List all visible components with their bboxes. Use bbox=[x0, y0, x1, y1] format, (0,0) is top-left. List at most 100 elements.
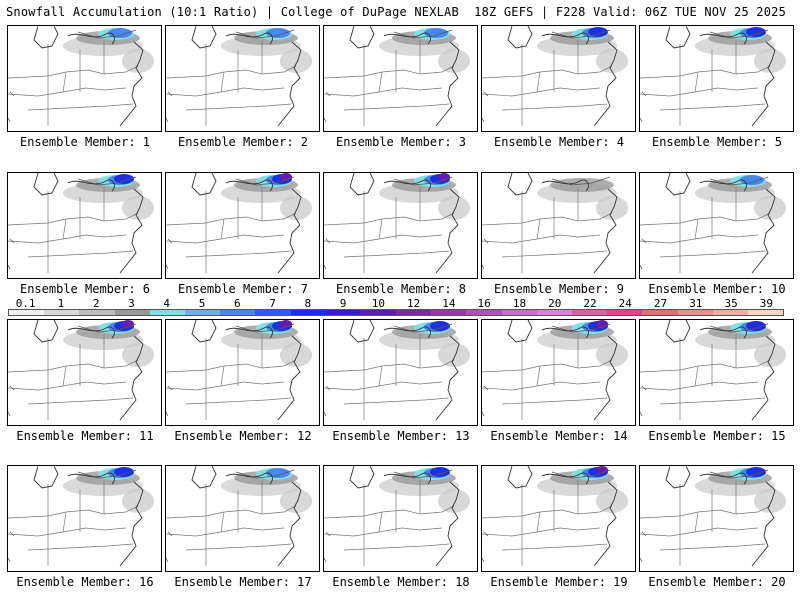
colorbar-tick-label: 8 bbox=[304, 297, 312, 310]
colorbar-tick-label: 4 bbox=[163, 297, 171, 310]
ensemble-member-label: Ensemble Member: 16 bbox=[16, 575, 154, 589]
ensemble-member-label: Ensemble Member: 13 bbox=[332, 429, 470, 443]
ensemble-panel bbox=[323, 172, 478, 279]
colorbar-swatch bbox=[642, 310, 678, 315]
colorbar-swatch bbox=[149, 310, 185, 315]
snowfall-map bbox=[482, 173, 628, 274]
ensemble-panel bbox=[165, 319, 320, 426]
colorbar-tick-label: 27 bbox=[653, 297, 668, 310]
colorbar-swatch bbox=[431, 310, 467, 315]
colorbar-swatch bbox=[290, 310, 326, 315]
snowfall-map bbox=[640, 26, 786, 127]
ensemble-member-label: Ensemble Member: 18 bbox=[332, 575, 470, 589]
ensemble-member-label: Ensemble Member: 11 bbox=[16, 429, 154, 443]
ensemble-member-label: Ensemble Member: 14 bbox=[490, 429, 628, 443]
colorbar-swatch bbox=[607, 310, 643, 315]
colorbar-tick-label: 5 bbox=[198, 297, 206, 310]
snowfall-colorbar bbox=[8, 309, 784, 316]
ensemble-panel bbox=[7, 172, 162, 279]
ensemble-panel bbox=[481, 465, 636, 572]
snowfall-map bbox=[8, 320, 154, 421]
snowfall-map bbox=[640, 320, 786, 421]
ensemble-member-label: Ensemble Member: 10 bbox=[648, 282, 786, 296]
colorbar-swatch bbox=[501, 310, 537, 315]
ensemble-panel bbox=[165, 172, 320, 279]
snowfall-map bbox=[166, 26, 312, 127]
colorbar-swatch bbox=[360, 310, 397, 315]
snowfall-map bbox=[166, 466, 312, 567]
colorbar-swatch bbox=[79, 310, 115, 315]
snowfall-map bbox=[482, 466, 628, 567]
ensemble-panel bbox=[481, 25, 636, 132]
snowfall-map bbox=[166, 320, 312, 421]
colorbar-swatch bbox=[747, 310, 784, 315]
colorbar-tick-label: 2 bbox=[92, 297, 100, 310]
colorbar-swatch bbox=[9, 310, 45, 315]
run-valid-time: 18Z GEFS | F228 Valid: 06Z TUE NOV 25 20… bbox=[474, 5, 786, 19]
ensemble-panel bbox=[639, 465, 794, 572]
ensemble-member-label: Ensemble Member: 5 bbox=[651, 135, 783, 149]
snowfall-map bbox=[8, 26, 154, 127]
ensemble-member-label: Ensemble Member: 8 bbox=[335, 282, 467, 296]
ensemble-panel bbox=[639, 319, 794, 426]
ensemble-member-label: Ensemble Member: 4 bbox=[493, 135, 625, 149]
ensemble-panel bbox=[7, 465, 162, 572]
colorbar-tick-label: 14 bbox=[442, 297, 456, 310]
colorbar-swatch bbox=[677, 310, 713, 315]
ensemble-panel bbox=[165, 25, 320, 132]
colorbar-ticks: 0.1 1 2 3 4 5 6 7 8 9 10 12 14 16 18 20 22 24 27 31 35 39 bbox=[8, 297, 784, 310]
colorbar-tick-label: 18 bbox=[512, 297, 527, 310]
ensemble-member-label: Ensemble Member: 6 bbox=[19, 282, 151, 296]
snowfall-map bbox=[324, 320, 470, 421]
map-title: Snowfall Accumulation (10:1 Ratio) | Col… bbox=[6, 5, 459, 19]
ensemble-panel bbox=[7, 319, 162, 426]
ensemble-member-label: Ensemble Member: 15 bbox=[648, 429, 786, 443]
colorbar-tick-label: 20 bbox=[548, 297, 562, 310]
colorbar-tick-label: 1 bbox=[57, 297, 65, 310]
ensemble-panel bbox=[639, 172, 794, 279]
colorbar-tick-label: 7 bbox=[269, 297, 276, 310]
ensemble-member-label: Ensemble Member: 20 bbox=[648, 575, 786, 589]
colorbar-tick-label: 12 bbox=[407, 297, 421, 310]
colorbar-tick-label: 24 bbox=[618, 297, 632, 310]
colorbar-tick-label: 0.1 bbox=[15, 297, 36, 310]
colorbar-swatch bbox=[184, 310, 221, 315]
snowfall-map bbox=[324, 26, 470, 127]
ensemble-panel bbox=[323, 319, 478, 426]
snowfall-map bbox=[640, 173, 786, 274]
colorbar-swatch bbox=[220, 310, 256, 315]
snowfall-map bbox=[640, 466, 786, 567]
snowfall-map bbox=[482, 26, 628, 127]
colorbar-tick-label: 35 bbox=[724, 297, 738, 310]
ensemble-member-label: Ensemble Member: 7 bbox=[177, 282, 309, 296]
ensemble-member-label: Ensemble Member: 19 bbox=[490, 575, 628, 589]
ensemble-member-label: Ensemble Member: 2 bbox=[177, 135, 309, 149]
colorbar-tick-label: 3 bbox=[128, 297, 135, 310]
colorbar-tick-label: 22 bbox=[583, 297, 597, 310]
colorbar-swatch bbox=[396, 310, 432, 315]
snowfall-map bbox=[324, 466, 470, 567]
snowfall-map bbox=[8, 466, 154, 567]
colorbar-swatch bbox=[712, 310, 748, 315]
ensemble-panel bbox=[323, 25, 478, 132]
snowfall-map bbox=[482, 320, 628, 421]
colorbar-swatch bbox=[44, 310, 80, 315]
colorbar-swatch bbox=[572, 310, 608, 315]
colorbar-tick-label: 10 bbox=[371, 297, 385, 310]
colorbar-swatch bbox=[536, 310, 572, 315]
ensemble-panel bbox=[639, 25, 794, 132]
colorbar-swatch bbox=[114, 310, 150, 315]
colorbar-tick-label: 31 bbox=[689, 297, 703, 310]
ensemble-member-label: Ensemble Member: 3 bbox=[335, 135, 467, 149]
ensemble-member-label: Ensemble Member: 12 bbox=[174, 429, 312, 443]
ensemble-member-label: Ensemble Member: 1 bbox=[19, 135, 151, 149]
colorbar-tick-label: 39 bbox=[759, 297, 773, 310]
colorbar-tick-label: 16 bbox=[477, 297, 491, 310]
ensemble-panel bbox=[7, 25, 162, 132]
snowfall-map bbox=[8, 173, 154, 274]
colorbar-swatch bbox=[255, 310, 291, 315]
snowfall-map bbox=[166, 173, 312, 274]
snowfall-map bbox=[324, 173, 470, 274]
ensemble-panel bbox=[481, 319, 636, 426]
ensemble-member-label: Ensemble Member: 9 bbox=[493, 282, 625, 296]
